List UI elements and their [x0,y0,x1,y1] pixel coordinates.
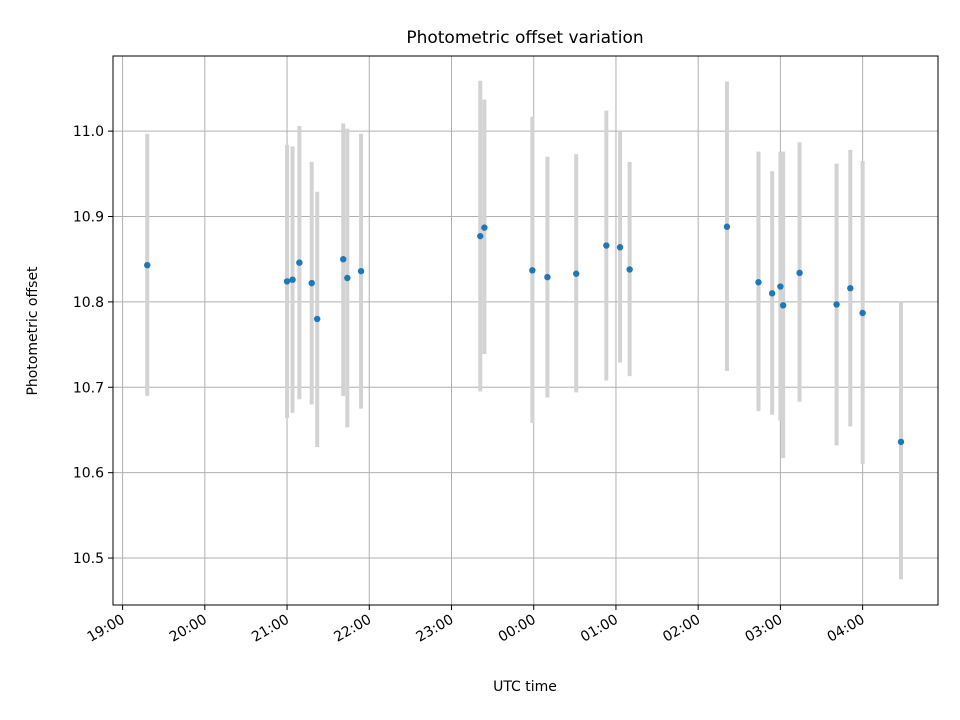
data-point [626,266,633,273]
data-point [296,259,303,266]
data-point [283,278,291,285]
data-point [573,270,580,277]
data-point [313,315,321,323]
data-point [289,276,296,283]
data-point [144,261,151,269]
data-point [603,242,610,249]
data-point [481,224,488,231]
data-point [833,301,840,308]
y-tick-label: 10.9 [73,210,104,226]
y-tick-label: 10.7 [73,380,104,396]
y-tick-label: 10.6 [73,466,104,482]
chart-title: Photometric offset variation [406,28,643,48]
data-points [144,223,905,446]
data-point [859,309,866,317]
y-axis-ticks: 10.5 10.6 10.7 10.8 10.9 11.0 [73,124,113,567]
data-point [755,279,762,286]
y-tick-label: 10.5 [73,551,104,567]
data-point [529,267,536,274]
data-point [779,302,787,309]
data-point [768,290,776,297]
data-point [477,232,484,240]
data-point [344,274,351,282]
data-point [544,273,551,281]
plot-frame [112,55,939,606]
data-point [616,244,624,251]
y-tick-label: 10.8 [73,295,104,311]
data-point [796,269,803,277]
data-point [308,279,315,287]
y-tick-label: 11.0 [73,124,104,140]
data-point [897,438,905,446]
x-axis-label: UTC time [493,679,557,695]
data-point [340,256,347,263]
data-point [723,223,731,230]
data-point [357,267,365,275]
data-point [847,285,854,292]
data-point [777,283,784,290]
y-axis-label: Photometric offset [25,266,41,396]
